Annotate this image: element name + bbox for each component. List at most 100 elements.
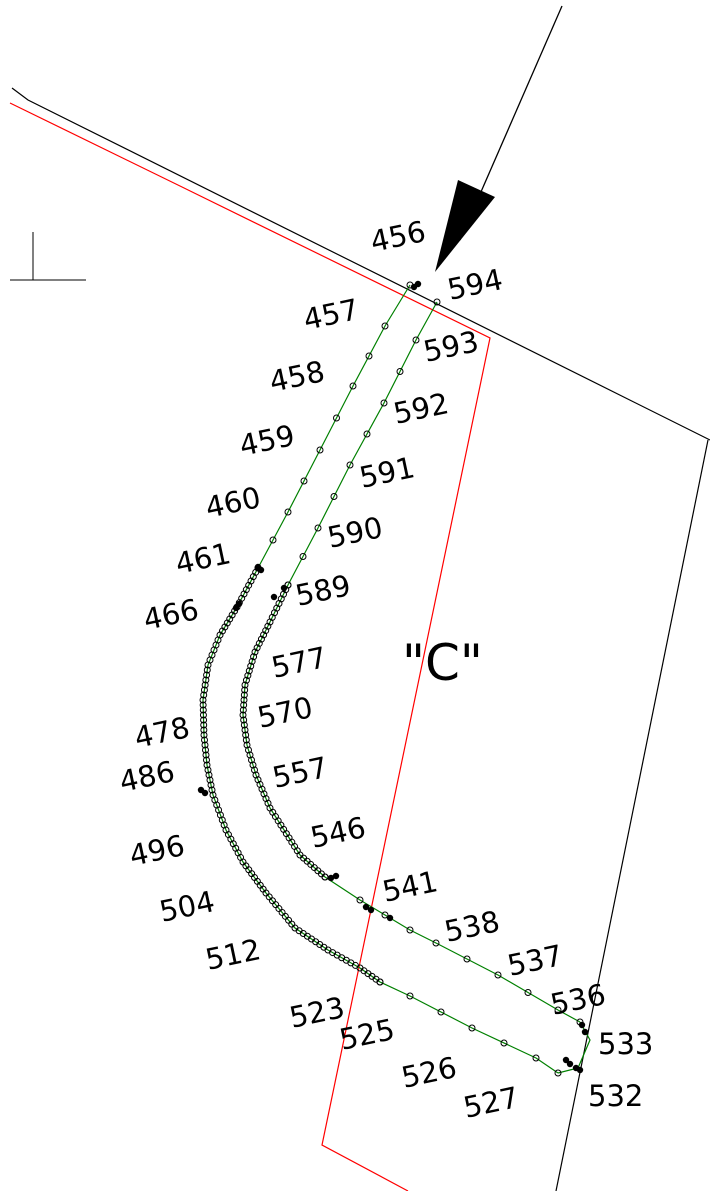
survey-point-marker [204, 766, 212, 774]
survey-point-marker [200, 686, 208, 694]
point-label: 466 [140, 592, 201, 637]
survey-point-marker [242, 676, 250, 684]
point-label: 461 [172, 536, 233, 581]
outer-path [202, 284, 559, 1074]
survey-point-marker [203, 761, 211, 769]
survey-point-marker [199, 696, 207, 704]
survey-point-marker [554, 1069, 562, 1077]
survey-point-marker [252, 771, 260, 779]
survey-point-marker [199, 701, 207, 709]
survey-point-marker [246, 751, 254, 759]
point-label: 589 [292, 568, 353, 613]
filled-point-marker [332, 872, 340, 880]
point-label: 541 [379, 864, 440, 909]
filled-markers [197, 280, 589, 1074]
point-label: 538 [441, 904, 502, 949]
survey-point-marker [200, 726, 208, 734]
survey-point-marker [204, 661, 212, 669]
survey-point-marker [532, 1054, 540, 1062]
survey-point-marker [257, 635, 265, 643]
survey-point-marker [242, 731, 250, 739]
filled-point-marker [201, 789, 209, 797]
survey-point-marker [241, 686, 249, 694]
survey-point-marker [254, 776, 262, 784]
survey-point-marker [264, 622, 272, 630]
survey-point-marker [432, 939, 440, 947]
survey-point-marker [356, 896, 364, 904]
filled-point-marker [414, 280, 422, 288]
survey-point-marker [207, 781, 215, 789]
point-label: 536 [547, 977, 608, 1022]
survey-point-marker [299, 553, 307, 560]
survey-point-marker [256, 780, 264, 788]
point-label: 457 [300, 292, 361, 337]
survey-point-marker [330, 493, 338, 500]
survey-point-marker [200, 731, 208, 739]
survey-point-marker [241, 681, 249, 689]
filled-point-marker [257, 566, 265, 574]
survey-point-marker [199, 711, 207, 719]
point-label: 456 [367, 214, 428, 259]
point-label: 557 [269, 750, 330, 795]
point-label: 459 [236, 418, 297, 463]
survey-point-marker [239, 706, 247, 714]
survey-point-marker [200, 716, 208, 724]
point-label: 594 [444, 262, 505, 307]
point-label: 496 [126, 828, 187, 873]
survey-point-marker [346, 461, 354, 469]
survey-point-marker [240, 691, 248, 699]
survey-point-marker [412, 336, 420, 344]
survey-point-marker [380, 399, 388, 407]
point-label: 486 [116, 754, 177, 799]
survey-point-marker [202, 676, 210, 684]
survey-point-marker [262, 627, 270, 635]
survey-point-marker [269, 536, 277, 544]
filled-point-marker [566, 1060, 574, 1068]
corner-mark [32, 232, 86, 281]
point-label: 504 [156, 884, 217, 929]
survey-point-marker [262, 795, 270, 803]
survey-point-marker [200, 691, 208, 699]
point-label: 593 [420, 324, 481, 369]
survey-point-marker [554, 1006, 562, 1014]
point-label: 533 [598, 1027, 653, 1061]
survey-point-marker [437, 1008, 445, 1016]
survey-point-marker [433, 298, 441, 306]
filled-point-marker [235, 600, 243, 608]
survey-point-marker [251, 648, 259, 656]
survey-point-marker [199, 706, 207, 714]
survey-point-marker [243, 741, 251, 749]
survey-point-marker [202, 751, 210, 759]
survey-point-marker [494, 971, 502, 979]
survey-point-marker [203, 756, 210, 764]
survey-point-marker [266, 618, 274, 626]
survey-point-marker [316, 446, 324, 454]
survey-point-marker [396, 368, 404, 375]
point-label: 478 [131, 710, 192, 755]
survey-point-marker [240, 701, 248, 709]
point-label: 591 [356, 450, 417, 495]
point-label: 526 [398, 1050, 459, 1095]
point-label: 577 [268, 640, 329, 685]
survey-point-marker [242, 736, 250, 744]
arrow-head-icon [435, 180, 495, 272]
filled-point-marker [280, 584, 288, 592]
filled-point-marker [576, 1066, 584, 1074]
survey-point-marker [247, 662, 255, 670]
survey-point-marker [241, 726, 249, 734]
survey-point-marker [365, 352, 373, 360]
inner-path [242, 301, 581, 1023]
survey-point-marker [260, 631, 268, 639]
survey-point-marker [203, 671, 211, 679]
survey-point-marker [245, 746, 252, 754]
survey-point-marker [202, 746, 209, 754]
survey-point-marker [463, 955, 471, 963]
survey-point-marker [260, 790, 268, 798]
point-label: 512 [202, 932, 263, 977]
survey-point-marker [240, 716, 248, 724]
filled-point-marker [327, 874, 335, 882]
point-label: 546 [307, 810, 368, 855]
survey-point-marker [239, 711, 247, 719]
